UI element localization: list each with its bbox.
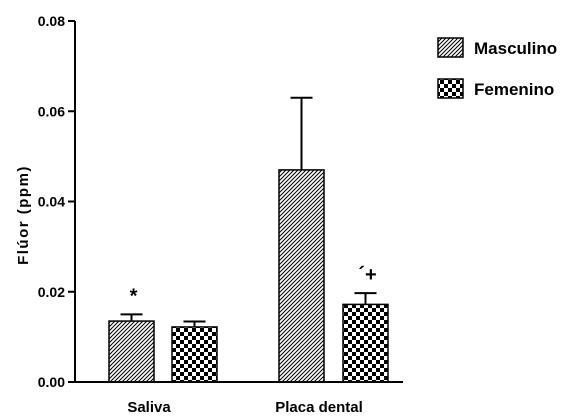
legend-swatch-femenino (437, 78, 464, 99)
bar-placa-dental-masculino (278, 169, 325, 383)
x-category-label: Saliva (127, 399, 171, 416)
legend-label: Femenino (474, 80, 554, 99)
significance-marker: ´+ (358, 264, 376, 286)
x-category-label: Placa dental (275, 399, 363, 416)
y-axis-label: Flúor (ppm) (15, 165, 32, 265)
x-axis-categories: Saliva Placa dental (127, 399, 362, 416)
significance-marker: * (130, 285, 138, 307)
legend-swatch-masculino (437, 37, 464, 58)
error-bars (120, 96, 377, 327)
legend-label: Masculino (474, 39, 557, 58)
bar-saliva-femenino (171, 326, 218, 383)
annotations: * ´+ (130, 264, 377, 307)
legend: Masculino Femenino (437, 37, 557, 99)
bar-saliva-masculino (108, 320, 155, 383)
y-tick-label: 0.04 (38, 194, 65, 210)
y-tick-label: 0.00 (38, 374, 65, 390)
y-tick-label: 0.08 (38, 13, 65, 29)
bars (108, 169, 389, 383)
y-tick-label: 0.02 (38, 284, 65, 300)
y-axis-ticks: 0.00 0.02 0.04 0.06 0.08 (38, 13, 75, 390)
bar-placa-dental-femenino (342, 303, 389, 383)
y-tick-label: 0.06 (38, 103, 65, 119)
